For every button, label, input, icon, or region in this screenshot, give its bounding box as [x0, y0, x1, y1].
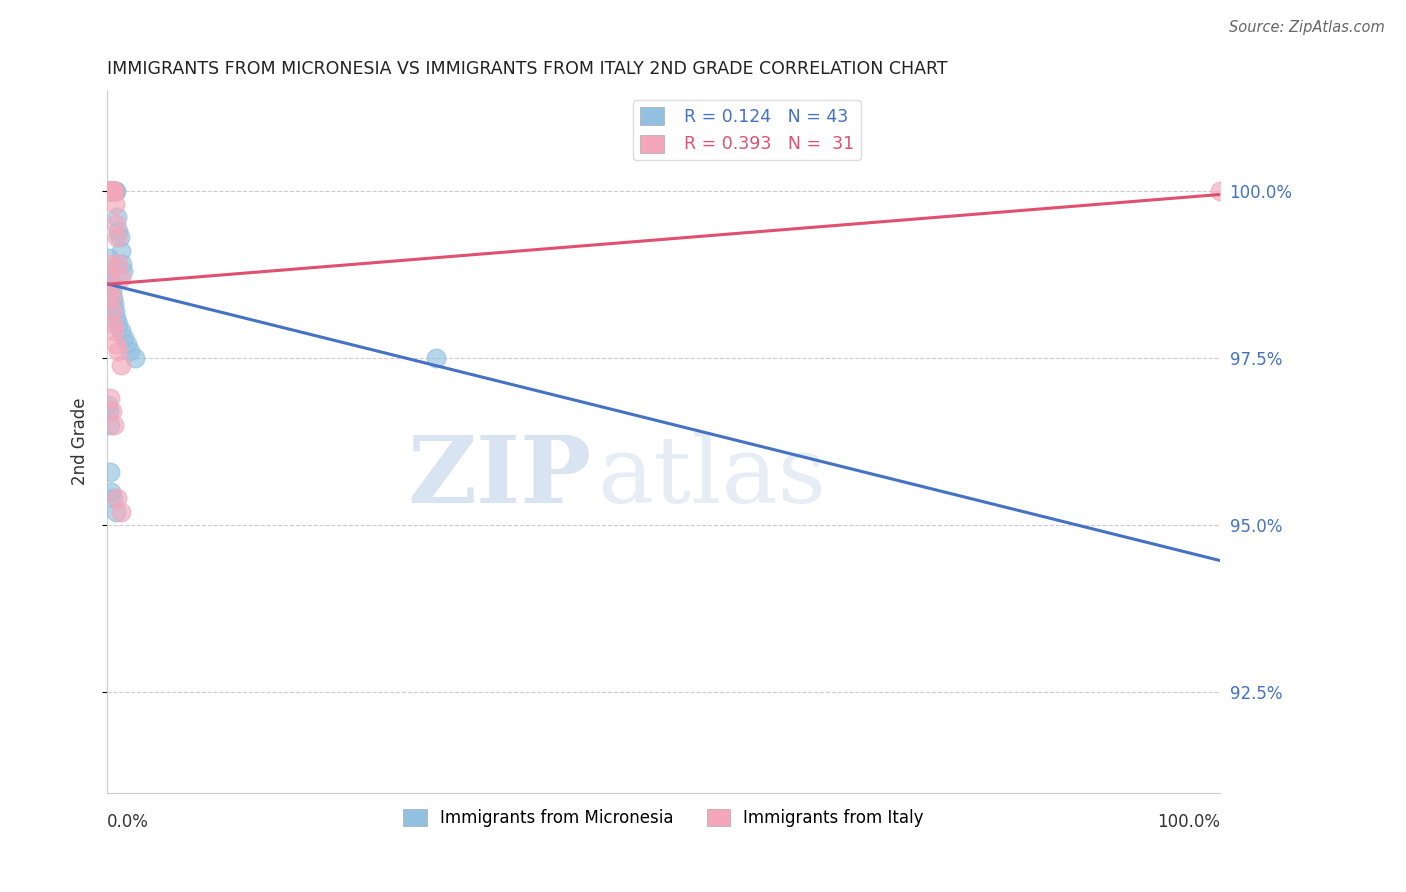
- Point: [100, 184, 122, 198]
- Legend: Immigrants from Micronesia, Immigrants from Italy: Immigrants from Micronesia, Immigrants f…: [396, 802, 931, 833]
- Point: [107, 318, 129, 332]
- Point: [98, 184, 121, 198]
- Point: [97, 184, 120, 198]
- Point: [98, 465, 121, 479]
- Point: [98, 284, 121, 298]
- Point: [110, 270, 132, 285]
- Point: [98, 264, 121, 278]
- Point: [103, 184, 125, 198]
- Point: [103, 184, 125, 198]
- Point: [98, 417, 121, 432]
- Point: [101, 184, 124, 198]
- Point: [100, 184, 122, 198]
- Point: [105, 184, 128, 198]
- Point: [111, 257, 134, 271]
- Point: [110, 244, 132, 258]
- Point: [98, 391, 121, 405]
- Point: [103, 184, 125, 198]
- Point: [107, 257, 129, 271]
- Point: [98, 270, 121, 285]
- Point: [103, 184, 125, 198]
- Point: [105, 211, 128, 225]
- Point: [112, 331, 135, 345]
- Point: [100, 184, 122, 198]
- Point: [117, 337, 139, 351]
- Point: [107, 224, 129, 238]
- Point: [103, 184, 125, 198]
- Text: atlas: atlas: [596, 432, 827, 522]
- Point: [111, 264, 134, 278]
- Point: [105, 337, 128, 351]
- Point: [100, 277, 122, 292]
- Text: IMMIGRANTS FROM MICRONESIA VS IMMIGRANTS FROM ITALY 2ND GRADE CORRELATION CHART: IMMIGRANTS FROM MICRONESIA VS IMMIGRANTS…: [107, 60, 948, 78]
- Point: [97, 251, 120, 265]
- Point: [105, 505, 128, 519]
- Y-axis label: 2nd Grade: 2nd Grade: [72, 398, 89, 485]
- Point: [100, 484, 122, 499]
- Point: [104, 197, 127, 211]
- Point: [110, 505, 132, 519]
- Point: [103, 324, 125, 338]
- Point: [101, 291, 124, 305]
- Point: [100, 284, 122, 298]
- Point: [105, 491, 128, 506]
- Point: [98, 184, 121, 198]
- Point: [101, 184, 124, 198]
- Point: [103, 417, 125, 432]
- Point: [97, 257, 120, 271]
- Point: [105, 217, 128, 231]
- Point: [97, 404, 120, 418]
- Point: [104, 184, 127, 198]
- Point: [104, 304, 127, 318]
- Text: ZIP: ZIP: [406, 432, 592, 522]
- Point: [100, 184, 122, 198]
- Point: [101, 184, 124, 198]
- Point: [97, 398, 120, 412]
- Point: [101, 491, 124, 506]
- Point: [98, 184, 121, 198]
- Point: [100, 304, 122, 318]
- Text: 100.0%: 100.0%: [1157, 813, 1220, 830]
- Point: [101, 318, 124, 332]
- Point: [97, 184, 120, 198]
- Point: [101, 184, 124, 198]
- Point: [110, 358, 132, 372]
- Point: [97, 184, 120, 198]
- Point: [108, 230, 131, 244]
- Point: [425, 351, 447, 365]
- Point: [124, 351, 146, 365]
- Point: [118, 344, 141, 359]
- Point: [110, 324, 132, 338]
- Point: [103, 297, 125, 311]
- Point: [98, 184, 121, 198]
- Point: [105, 230, 128, 244]
- Point: [100, 291, 122, 305]
- Text: Source: ZipAtlas.com: Source: ZipAtlas.com: [1229, 20, 1385, 35]
- Point: [98, 270, 121, 285]
- Point: [107, 344, 129, 359]
- Text: 0.0%: 0.0%: [107, 813, 149, 830]
- Point: [1209, 184, 1232, 198]
- Point: [105, 310, 128, 325]
- Point: [100, 184, 122, 198]
- Point: [100, 184, 122, 198]
- Point: [100, 404, 122, 418]
